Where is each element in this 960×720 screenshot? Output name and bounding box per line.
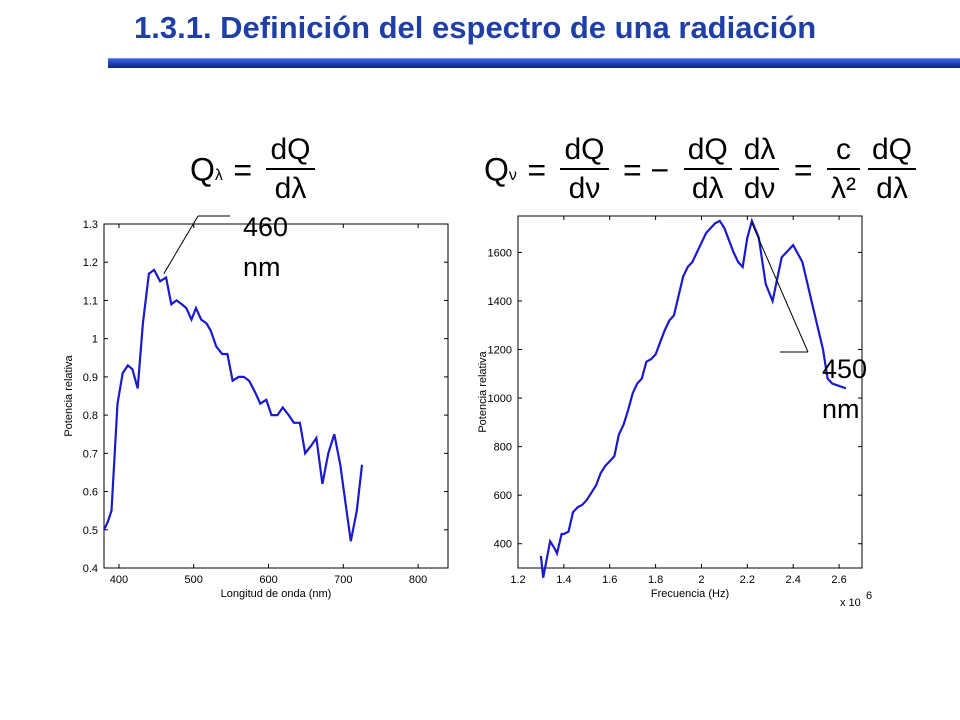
annotation-leader — [751, 223, 809, 353]
title-underline-bar — [108, 58, 960, 68]
x-tick-label: 2 — [698, 574, 704, 586]
formula-denominator: dλ — [274, 172, 307, 205]
y-tick-label: 0.5 — [83, 525, 98, 537]
formula-lhs-sub: λ — [214, 167, 223, 185]
formula-fraction-3: dλ dν — [739, 132, 780, 208]
formula-denominator: dλ — [876, 172, 908, 205]
y-tick-label: 1.1 — [83, 295, 98, 307]
annotation-unit: nm — [822, 394, 860, 424]
formula-numerator: dQ — [560, 132, 609, 170]
y-tick-label: 1 — [92, 334, 98, 346]
x-tick-label: 2.6 — [831, 574, 846, 586]
x-tick-label: 2.4 — [786, 574, 801, 586]
y-tick-label: 0.9 — [83, 372, 98, 384]
formula-numerator: c — [827, 132, 860, 170]
y-tick-label: 0.4 — [83, 563, 98, 575]
x-tick-label: 700 — [334, 574, 352, 586]
formula-equals: = — [233, 151, 253, 188]
y-axis-label: Potencia relativa — [477, 350, 489, 432]
x-tick-label: 600 — [259, 574, 277, 586]
formula-denominator: dν — [568, 172, 601, 205]
x-axis-label: Longitud de onda (nm) — [221, 588, 332, 600]
formula-numerator: dQ — [683, 132, 732, 170]
formula-numerator: dQ — [868, 132, 917, 170]
x-tick-label: 1.6 — [602, 574, 617, 586]
formula-q-nu: Qν = dQ dν = − dQ dλ dλ dν = c λ² dQ dλ — [484, 132, 920, 208]
formula-fraction-5: dQ dλ — [868, 132, 917, 208]
plot-frame — [517, 215, 863, 569]
annotation-value: 460 — [243, 212, 288, 242]
formula-equals: = — [527, 151, 547, 188]
x-multiplier-exponent: 6 — [866, 590, 872, 602]
formula-numerator: dQ — [266, 132, 315, 170]
formula-equals-minus: = − — [622, 151, 670, 188]
y-tick-label: 1.3 — [83, 219, 98, 231]
x-axis-label: Frecuencia (Hz) — [651, 588, 729, 600]
y-tick-label: 0.7 — [83, 448, 98, 460]
slide-title: 1.3.1. Definición del espectro de una ra… — [134, 10, 817, 45]
y-tick-label: 1600 — [488, 247, 512, 259]
formula-lhs: Q — [484, 151, 509, 188]
x-multiplier-label: x 10 — [840, 597, 861, 609]
formula-fraction-1: dQ dν — [560, 132, 609, 208]
formula-denominator: dλ — [691, 172, 724, 205]
y-tick-label: 1200 — [488, 345, 512, 357]
x-tick-label: 2.2 — [740, 574, 755, 586]
y-tick-label: 400 — [494, 539, 512, 551]
x-tick-label: 800 — [409, 574, 427, 586]
formula-lhs-sub: ν — [508, 167, 517, 185]
y-tick-label: 0.6 — [83, 487, 98, 499]
annotation-unit: nm — [243, 252, 281, 282]
formula-equals: = — [793, 151, 813, 188]
x-tick-label: 1.2 — [510, 574, 525, 586]
y-axis-label: Potencia relativa — [63, 354, 75, 436]
formula-lhs: Q — [190, 151, 215, 188]
y-tick-label: 0.8 — [83, 410, 98, 422]
y-tick-label: 1.2 — [83, 257, 98, 269]
formula-denominator: λ² — [831, 172, 856, 205]
x-tick-label: 400 — [110, 574, 128, 586]
x-tick-label: 500 — [185, 574, 203, 586]
y-tick-label: 1000 — [488, 393, 512, 405]
formula-denominator: dν — [743, 172, 776, 205]
annotation-leader — [163, 215, 199, 274]
series-line — [103, 268, 364, 542]
formula-fraction: dQ dλ — [266, 132, 315, 208]
formula-numerator: dλ — [739, 132, 780, 170]
y-tick-label: 800 — [494, 442, 512, 454]
formula-fraction-4: c λ² — [827, 132, 860, 208]
y-tick-label: 600 — [494, 490, 512, 502]
x-tick-label: 1.8 — [648, 574, 663, 586]
formula-q-lambda: Qλ = dQ dλ — [190, 132, 319, 208]
series-line — [539, 217, 847, 578]
annotation-value: 450 — [822, 354, 867, 384]
x-tick-label: 1.4 — [556, 574, 571, 586]
y-tick-label: 1400 — [488, 296, 512, 308]
formula-fraction-2: dQ dλ — [683, 132, 732, 208]
